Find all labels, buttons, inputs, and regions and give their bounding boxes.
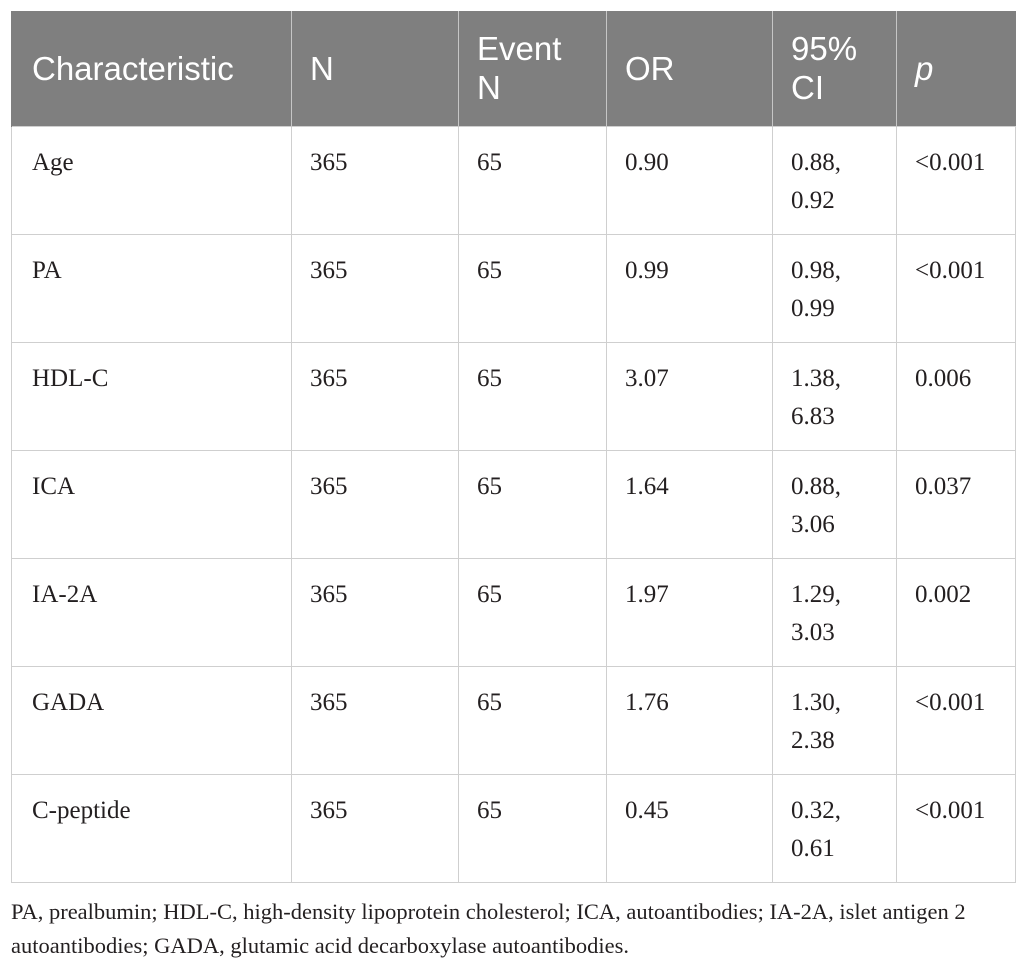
table-row: IA-2A 365 65 1.97 1.29, 3.03 0.002 — [11, 557, 1016, 667]
table-row: PA 365 65 0.99 0.98, 0.99 <0.001 — [11, 233, 1016, 343]
header-n: N — [291, 11, 459, 126]
cell-or: 0.99 — [606, 233, 773, 343]
cell-event-n: 65 — [458, 449, 607, 559]
cell-p: 0.037 — [896, 449, 1016, 559]
cell-or: 1.64 — [606, 449, 773, 559]
header-ci: 95% CI — [772, 11, 897, 126]
header-or: OR — [606, 11, 773, 126]
cell-n: 365 — [291, 665, 459, 775]
cell-event-n: 65 — [458, 125, 607, 235]
table-row: GADA 365 65 1.76 1.30, 2.38 <0.001 — [11, 665, 1016, 775]
cell-or: 0.45 — [606, 773, 773, 883]
cell-n: 365 — [291, 773, 459, 883]
table-row: ICA 365 65 1.64 0.88, 3.06 0.037 — [11, 449, 1016, 559]
table-row: C-peptide 365 65 0.45 0.32, 0.61 <0.001 — [11, 773, 1016, 883]
cell-p: <0.001 — [896, 773, 1016, 883]
table-footnote: PA, prealbumin; HDL-C, high-density lipo… — [11, 899, 966, 958]
cell-characteristic: Age — [11, 125, 292, 235]
cell-characteristic: HDL-C — [11, 341, 292, 451]
cell-p: <0.001 — [896, 125, 1016, 235]
cell-p: <0.001 — [896, 665, 1016, 775]
cell-n: 365 — [291, 125, 459, 235]
results-table-container: Characteristic N Event N OR 95% CI p Age… — [11, 11, 1016, 883]
table-body: Age 365 65 0.90 0.88, 0.92 <0.001 PA 365… — [11, 125, 1016, 883]
header-row: Characteristic N Event N OR 95% CI p — [11, 11, 1016, 126]
table-header: Characteristic N Event N OR 95% CI p — [11, 11, 1016, 126]
cell-characteristic: GADA — [11, 665, 292, 775]
cell-characteristic: PA — [11, 233, 292, 343]
cell-n: 365 — [291, 557, 459, 667]
cell-ci: 1.29, 3.03 — [772, 557, 897, 667]
results-table: Characteristic N Event N OR 95% CI p Age… — [11, 11, 1016, 883]
cell-or: 1.76 — [606, 665, 773, 775]
header-characteristic: Characteristic — [11, 11, 292, 126]
cell-or: 3.07 — [606, 341, 773, 451]
cell-n: 365 — [291, 233, 459, 343]
cell-p: <0.001 — [896, 233, 1016, 343]
cell-ci: 1.38, 6.83 — [772, 341, 897, 451]
cell-characteristic: C-peptide — [11, 773, 292, 883]
cell-characteristic: IA-2A — [11, 557, 292, 667]
cell-ci: 1.30, 2.38 — [772, 665, 897, 775]
cell-ci: 0.98, 0.99 — [772, 233, 897, 343]
table-row: Age 365 65 0.90 0.88, 0.92 <0.001 — [11, 125, 1016, 235]
header-event-n: Event N — [458, 11, 607, 126]
cell-p: 0.006 — [896, 341, 1016, 451]
header-p: p — [896, 11, 1016, 126]
cell-characteristic: ICA — [11, 449, 292, 559]
cell-event-n: 65 — [458, 665, 607, 775]
cell-or: 0.90 — [606, 125, 773, 235]
cell-ci: 0.88, 0.92 — [772, 125, 897, 235]
cell-or: 1.97 — [606, 557, 773, 667]
cell-ci: 0.32, 0.61 — [772, 773, 897, 883]
table-row: HDL-C 365 65 3.07 1.38, 6.83 0.006 — [11, 341, 1016, 451]
cell-event-n: 65 — [458, 773, 607, 883]
cell-event-n: 65 — [458, 557, 607, 667]
cell-ci: 0.88, 3.06 — [772, 449, 897, 559]
cell-n: 365 — [291, 341, 459, 451]
cell-event-n: 65 — [458, 341, 607, 451]
cell-n: 365 — [291, 449, 459, 559]
cell-event-n: 65 — [458, 233, 607, 343]
cell-p: 0.002 — [896, 557, 1016, 667]
